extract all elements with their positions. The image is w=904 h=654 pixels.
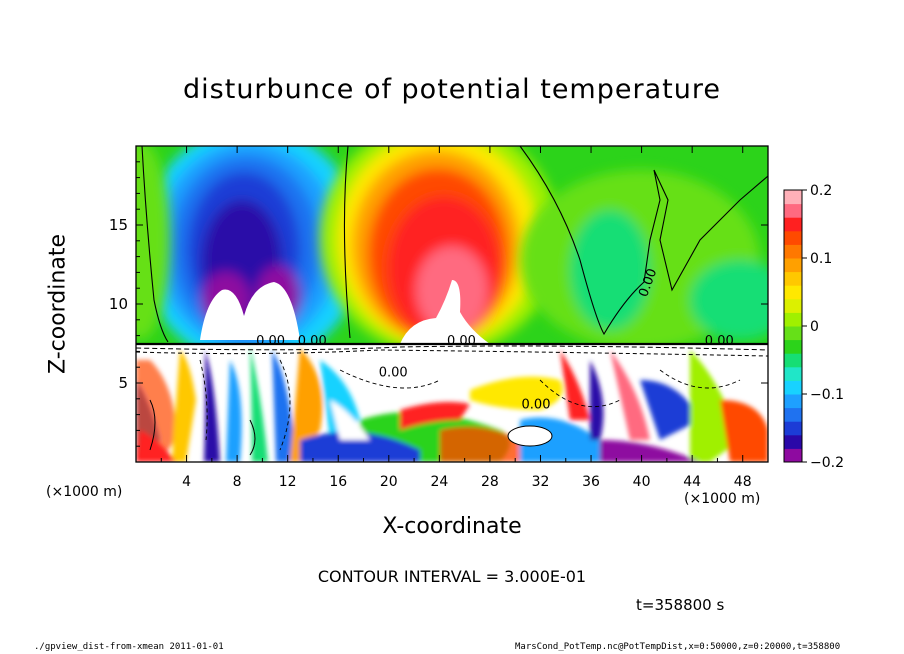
x-tick-label: 20 (380, 474, 398, 490)
colorbar-tick-label: 0.2 (810, 183, 832, 199)
footer-right: MarsCond_PotTemp.nc@PotTempDist,x=0:5000… (515, 642, 841, 652)
time-stamp: t=358800 s (636, 596, 725, 614)
colorbar-swatch (784, 353, 802, 368)
warm-anomaly (320, 146, 560, 356)
x-axis-label: X-coordinate (382, 514, 522, 539)
colorbar-swatch (784, 326, 802, 341)
colorbar: 0.2 0.1 0 −0.1 −0.2 (783, 183, 844, 471)
x-tick-label: 24 (430, 474, 448, 490)
x-unit-left: (×1000 m) (46, 484, 123, 500)
y-axis-ticks: 5 10 15 (109, 161, 768, 447)
colorbar-swatch (784, 203, 802, 218)
contour-label: 0.00 (522, 397, 551, 412)
contour-label: 0.00 (256, 334, 285, 349)
right-region (136, 146, 768, 350)
colorbar-tick-label: −0.2 (810, 455, 844, 471)
colorbar-swatch (784, 285, 802, 300)
colorbar-swatch (784, 407, 802, 422)
colorbar-swatch (784, 448, 802, 463)
colorbar-swatch (784, 312, 802, 327)
warm-core-white (400, 280, 490, 344)
cold-core-white (200, 282, 300, 340)
colorbar-swatch (784, 298, 802, 313)
chart-title: disturbunce of potential temperature (183, 74, 721, 105)
colorbar-swatch (784, 190, 802, 205)
colorbar-swatch (784, 230, 802, 245)
colorbar-swatch (784, 339, 802, 354)
colorbar-swatch (784, 366, 802, 381)
x-tick-label: 12 (279, 474, 297, 490)
contour-interval: CONTOUR INTERVAL = 3.000E-01 (317, 567, 587, 586)
colorbar-tick-label: 0.1 (810, 251, 832, 267)
x-axis-ticks: 4 8 12 16 20 24 28 32 36 40 44 48 (160, 146, 752, 490)
y-axis-label: Z-coordinate (45, 234, 71, 374)
y-tick-label: 5 (118, 374, 128, 392)
x-tick-label: 16 (329, 474, 347, 490)
heatmap-field (136, 146, 768, 462)
contour-label: 0.00 (705, 334, 734, 349)
lower-turbulence (136, 346, 768, 462)
colorbar-swatch (784, 434, 802, 449)
y-tick-label: 15 (109, 216, 128, 234)
x-unit-right: (×1000 m) (684, 491, 761, 507)
colorbar-swatch (784, 217, 802, 232)
x-tick-label: 40 (633, 474, 651, 490)
contour-label: 0.00 (298, 334, 327, 349)
x-tick-label: 4 (182, 474, 191, 490)
x-tick-label: 8 (233, 474, 242, 490)
x-tick-label: 44 (683, 474, 701, 490)
colorbar-tick-label: 0 (810, 319, 819, 335)
colorbar-swatch (784, 271, 802, 286)
x-tick-label: 48 (734, 474, 752, 490)
footer-left: ./gpview_dist-from-xmean 2011-01-01 (34, 642, 224, 652)
contour-label: 0.00 (447, 334, 476, 349)
colorbar-swatch (784, 394, 802, 409)
y-tick-label: 10 (109, 295, 128, 313)
x-tick-label: 36 (582, 474, 600, 490)
x-tick-label: 32 (532, 474, 550, 490)
colorbar-tick-label: −0.1 (810, 387, 844, 403)
colorbar-swatch (784, 244, 802, 259)
colorbar-swatch (784, 258, 802, 273)
colorbar-swatch (784, 421, 802, 436)
colorbar-swatch (784, 380, 802, 395)
x-tick-label: 28 (481, 474, 499, 490)
contour-label: 0.00 (379, 366, 408, 381)
